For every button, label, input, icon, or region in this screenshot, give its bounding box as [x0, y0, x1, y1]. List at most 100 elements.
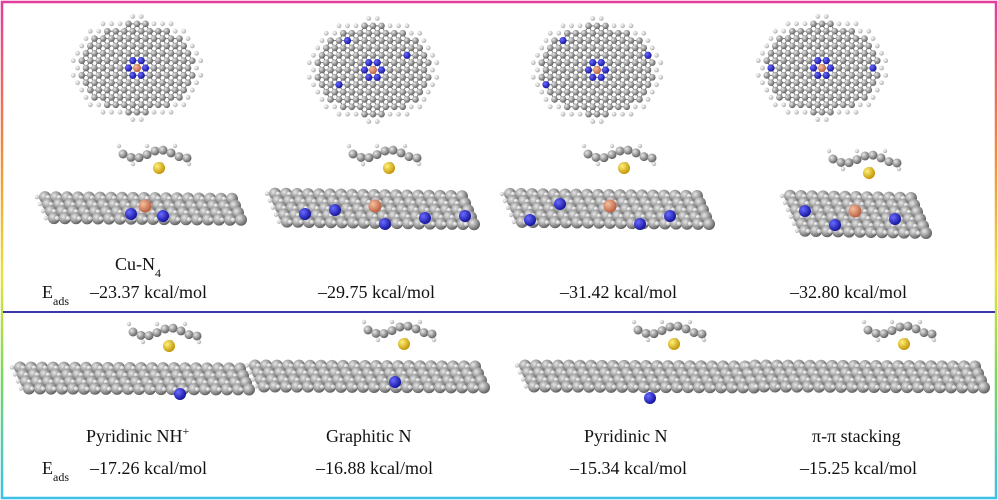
- atom: [51, 386, 57, 391]
- atom: [202, 213, 214, 226]
- atom: [884, 157, 894, 167]
- atom: [602, 51, 609, 59]
- atom: [339, 44, 347, 52]
- atom: [375, 337, 381, 343]
- atom: [9, 365, 15, 370]
- atom: [459, 210, 471, 222]
- atom: [108, 35, 115, 42]
- atom: [176, 49, 183, 57]
- atom: [159, 64, 166, 72]
- atom: [163, 86, 171, 94]
- atom: [538, 74, 546, 81]
- atom: [435, 217, 447, 230]
- atom: [369, 96, 377, 103]
- atom: [373, 44, 381, 52]
- atom: [839, 27, 847, 35]
- atom: [698, 221, 704, 227]
- atom: [861, 94, 868, 101]
- atom: [676, 221, 682, 226]
- atom: [898, 226, 910, 239]
- atom: [244, 363, 250, 368]
- atom: [182, 321, 188, 327]
- atom: [368, 380, 380, 393]
- atom: [632, 104, 638, 110]
- atom: [192, 331, 202, 341]
- atom: [636, 81, 643, 89]
- atom: [544, 220, 550, 225]
- atom: [75, 80, 80, 86]
- atom: [853, 21, 859, 27]
- atom: [839, 86, 847, 94]
- e-sub: ads: [53, 294, 69, 308]
- atom: [91, 64, 98, 72]
- atom: [137, 86, 145, 94]
- atom: [142, 150, 152, 160]
- atom: [879, 50, 884, 56]
- atom: [801, 35, 809, 42]
- atom: [136, 330, 146, 340]
- atom: [931, 337, 937, 343]
- atom: [542, 81, 550, 89]
- atom: [130, 161, 136, 167]
- atom: [871, 230, 877, 235]
- atom: [125, 94, 132, 101]
- atom: [870, 36, 876, 41]
- atom: [555, 44, 563, 52]
- atom: [576, 51, 584, 59]
- atom: [860, 151, 870, 161]
- atom: [269, 380, 281, 393]
- atom: [551, 96, 558, 103]
- atom: [576, 96, 584, 103]
- atom: [146, 101, 154, 109]
- atom: [116, 79, 124, 87]
- atom: [371, 328, 381, 338]
- atom: [403, 51, 411, 59]
- atom: [112, 101, 120, 109]
- atom: [445, 381, 457, 394]
- atom: [194, 80, 199, 86]
- atom: [956, 381, 968, 394]
- atom: [610, 220, 616, 226]
- atom: [620, 23, 625, 29]
- atom: [528, 380, 540, 393]
- atom: [873, 72, 881, 79]
- atom: [191, 213, 203, 226]
- atom: [697, 329, 707, 339]
- atom: [343, 36, 352, 45]
- atom: [631, 88, 639, 96]
- atom: [860, 229, 866, 235]
- atom: [883, 58, 889, 64]
- atom: [619, 96, 626, 103]
- atom: [120, 101, 128, 109]
- atom: [180, 86, 188, 94]
- atom: [408, 221, 414, 226]
- atom: [848, 57, 856, 64]
- atom: [563, 74, 571, 81]
- atom: [390, 44, 398, 52]
- atom: [291, 380, 303, 393]
- atom: [129, 27, 137, 35]
- atom: [890, 381, 902, 394]
- atom: [210, 383, 222, 396]
- atom: [120, 86, 128, 94]
- atom: [219, 217, 225, 222]
- atom: [585, 96, 592, 103]
- atom: [854, 148, 860, 154]
- atom: [344, 66, 351, 74]
- atom: [399, 59, 407, 66]
- atom: [247, 370, 253, 375]
- atom: [523, 384, 529, 389]
- atom: [797, 86, 805, 94]
- atom: [369, 216, 381, 229]
- atom: [174, 388, 186, 400]
- atom: [146, 57, 154, 64]
- atom: [424, 74, 432, 81]
- atom: [831, 72, 839, 79]
- atom: [82, 64, 90, 72]
- atom: [420, 51, 428, 59]
- atom: [184, 330, 194, 340]
- atom: [416, 88, 424, 96]
- atom: [339, 74, 347, 81]
- atom: [286, 384, 292, 389]
- atom: [597, 88, 605, 96]
